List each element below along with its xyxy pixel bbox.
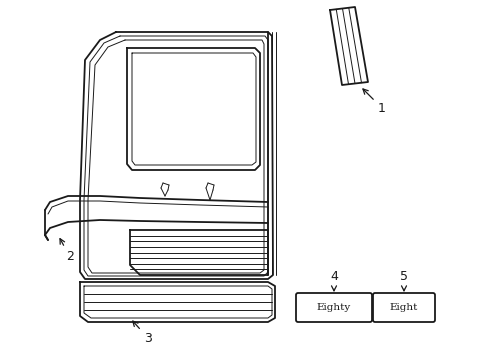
Text: 4: 4	[330, 270, 338, 291]
Text: 5: 5	[400, 270, 408, 291]
Polygon shape	[330, 7, 368, 85]
Text: 2: 2	[60, 239, 74, 264]
Text: 3: 3	[133, 321, 152, 345]
Text: 1: 1	[363, 89, 386, 114]
FancyBboxPatch shape	[296, 293, 372, 322]
FancyBboxPatch shape	[373, 293, 435, 322]
Text: Eighty: Eighty	[317, 303, 351, 312]
Text: Eight: Eight	[390, 303, 418, 312]
